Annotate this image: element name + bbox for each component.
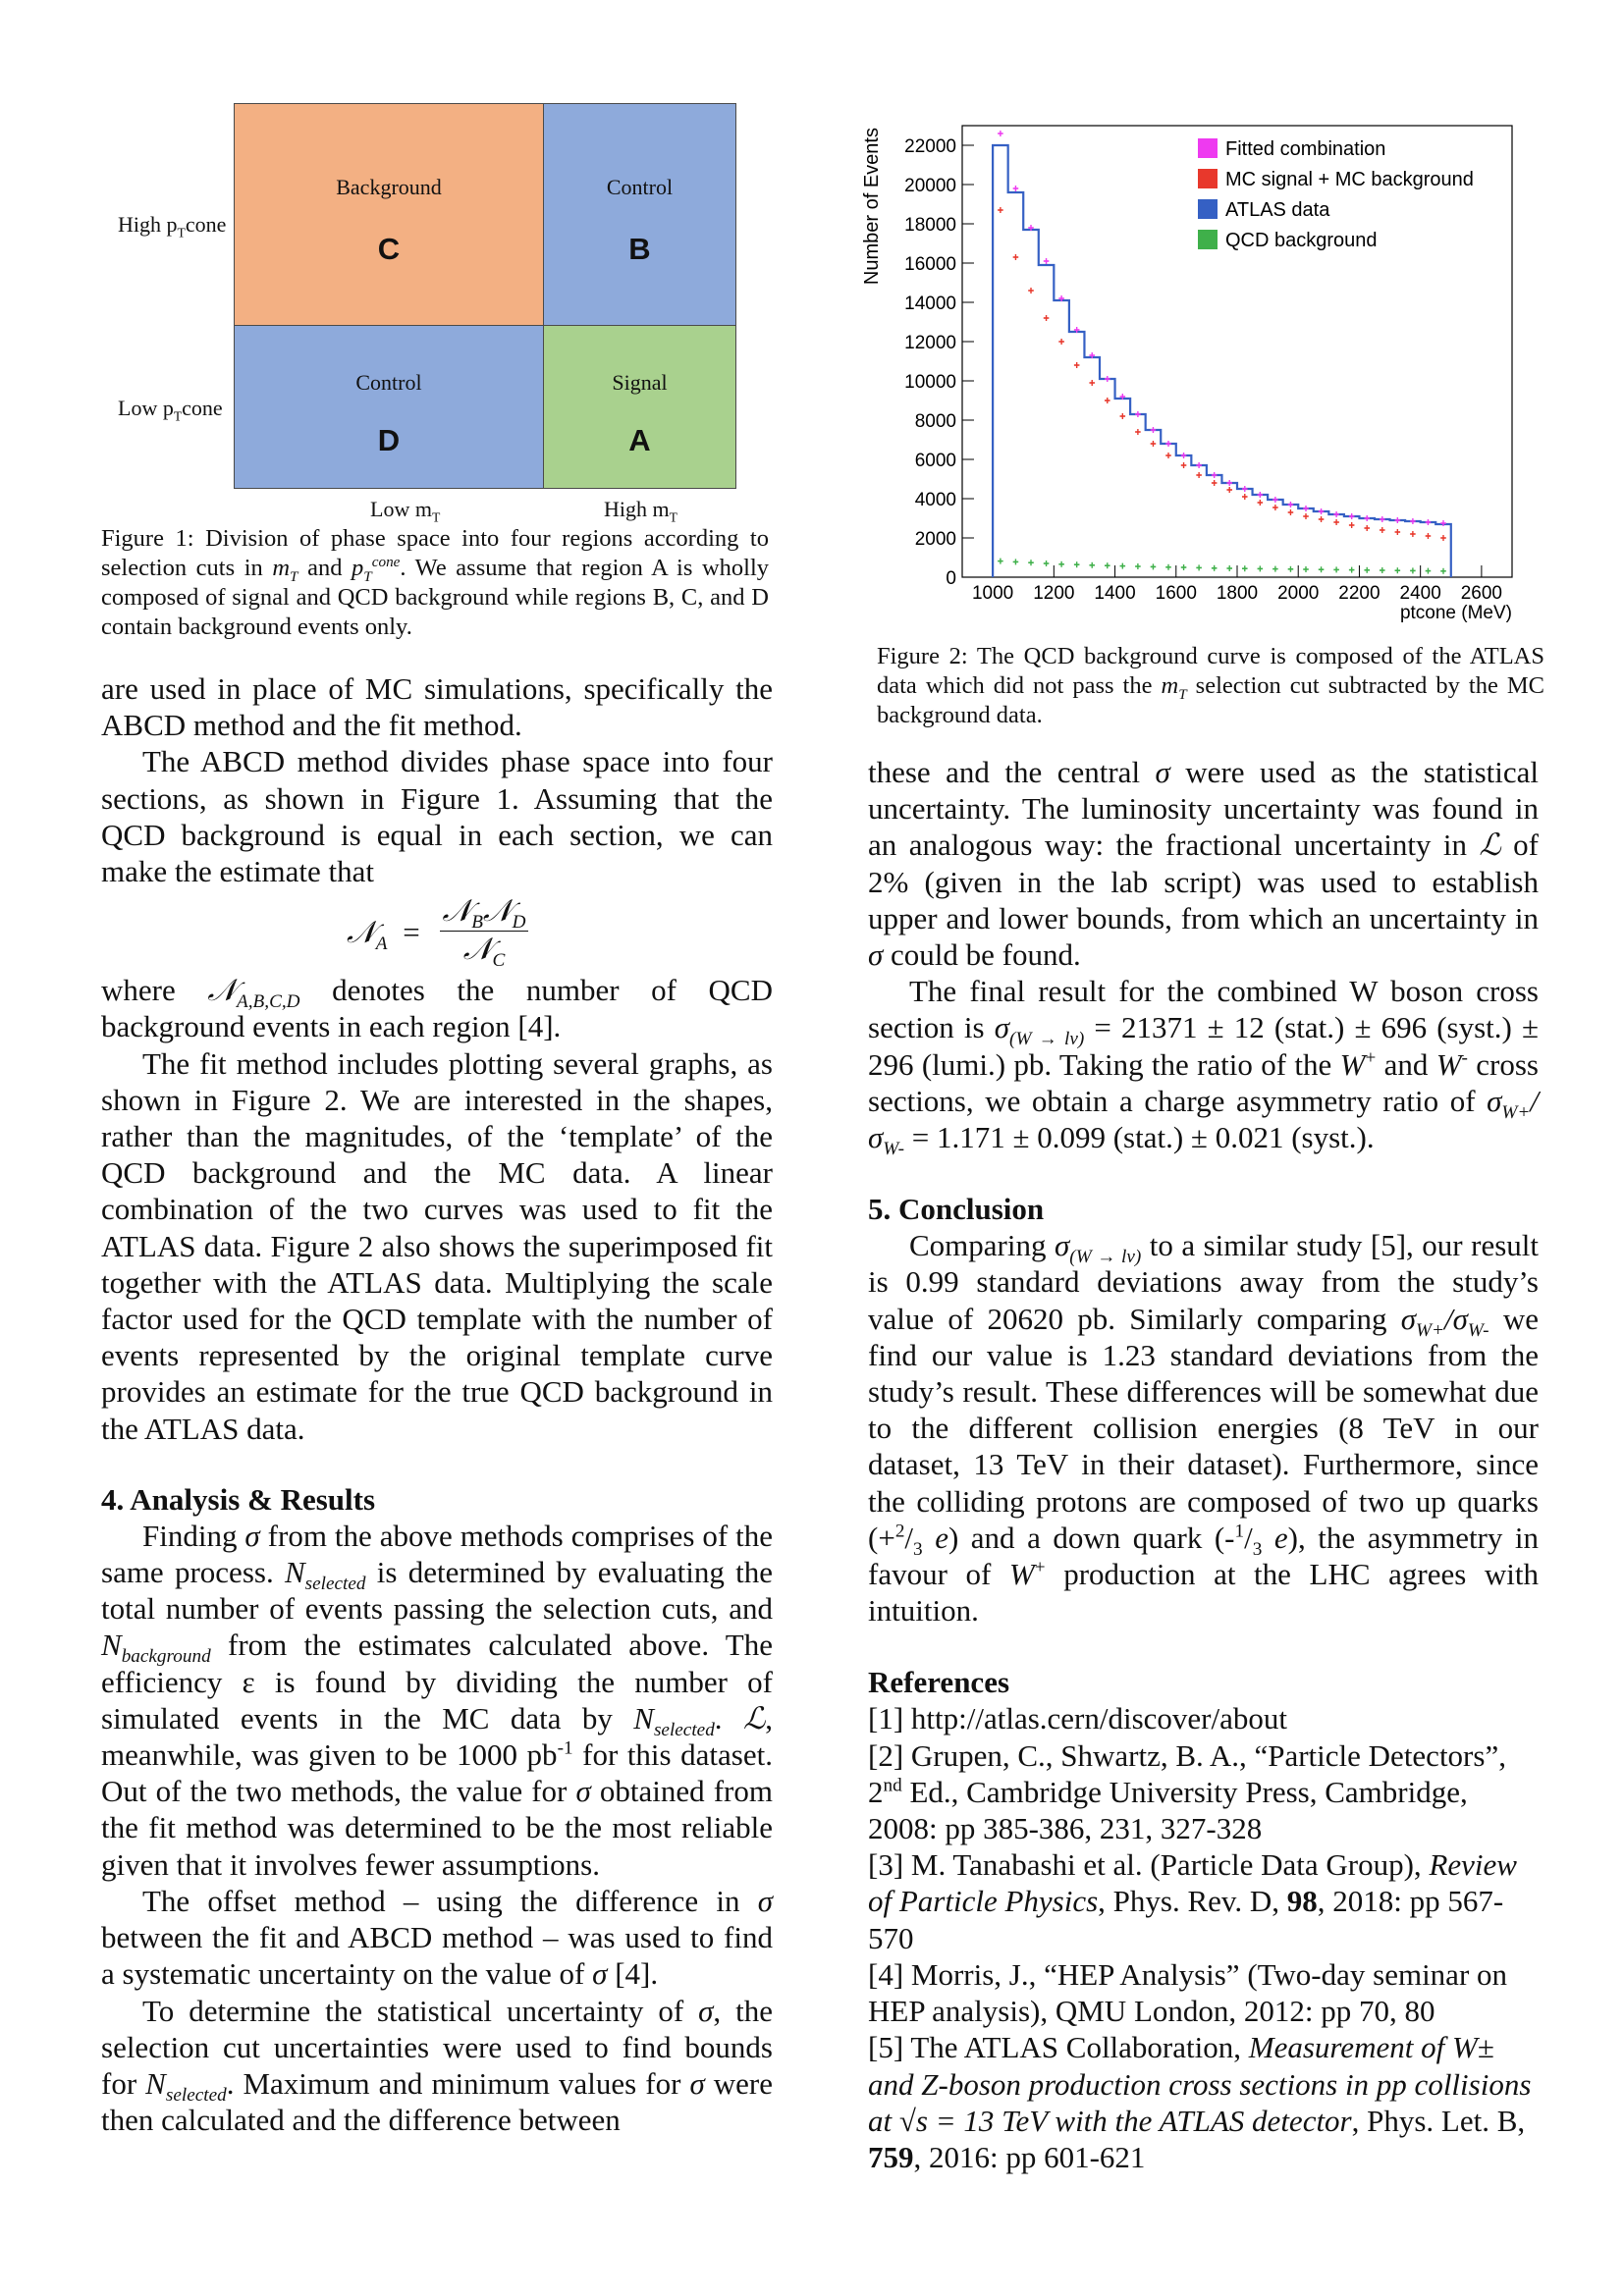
atlas-data-histogram bbox=[992, 143, 1452, 577]
y-axis-low-label: Low pTcone bbox=[118, 396, 223, 424]
figure-2-caption: Figure 2: The QCD background curve is co… bbox=[877, 643, 1545, 728]
region-a-letter: A bbox=[628, 423, 651, 457]
equation-abcd: 𝒩A = 𝒩B𝒩D 𝒩C bbox=[101, 889, 773, 972]
x-tick-label: 1600 bbox=[1156, 583, 1197, 604]
legend-swatch bbox=[1198, 169, 1218, 188]
x-tick-label: 1400 bbox=[1094, 583, 1135, 604]
region-c-label: Background bbox=[336, 175, 442, 199]
x-tick-label: 1000 bbox=[972, 583, 1013, 604]
paragraph-luminosity: these and the central σ were used as the… bbox=[868, 755, 1540, 973]
plot-frame bbox=[961, 125, 1513, 578]
y-axis-label: Number of Events bbox=[861, 128, 883, 285]
x-axis-high-label: High mT bbox=[604, 497, 677, 525]
section-heading-analysis: 4. Analysis & Results bbox=[101, 1481, 376, 1517]
right-column: these and the central σ were used as the… bbox=[868, 754, 1539, 2175]
region-d-letter: D bbox=[377, 423, 401, 457]
region-b-letter: B bbox=[628, 232, 651, 266]
figure-1-caption: Figure 1: Division of phase space into f… bbox=[101, 525, 770, 640]
paragraph-statistical-uncertainty: To determine the statistical uncertainty… bbox=[101, 1993, 773, 2138]
x-tick-label: 2600 bbox=[1461, 583, 1502, 604]
x-axis-low-label: Low mT bbox=[370, 497, 441, 525]
paragraph-where: where 𝒩A,B,C,D denotes the number of QCD… bbox=[101, 973, 773, 1044]
region-a-label: Signal bbox=[612, 370, 668, 395]
y-tick-label: 16000 bbox=[904, 254, 956, 275]
left-column: are used in place of MC simulations, spe… bbox=[101, 670, 773, 2138]
y-tick-label: 4000 bbox=[915, 490, 956, 510]
region-a: Signal A bbox=[543, 325, 736, 489]
paragraph-final-result: The final result for the combined W boso… bbox=[868, 974, 1539, 1160]
legend-label: MC signal + MC background bbox=[1225, 169, 1474, 190]
legend-label: ATLAS data bbox=[1225, 199, 1330, 221]
y-tick-label: 8000 bbox=[915, 411, 956, 432]
region-c-letter: C bbox=[377, 232, 401, 266]
region-d: Control D bbox=[234, 325, 544, 489]
y-tick-label: 10000 bbox=[904, 372, 956, 393]
legend-label: QCD background bbox=[1225, 230, 1378, 251]
x-tick-label: 1800 bbox=[1217, 583, 1258, 604]
region-c: Background C bbox=[234, 103, 544, 326]
paragraph-analysis: Finding σ from the above methods compris… bbox=[101, 1518, 774, 1882]
y-tick-label: 22000 bbox=[904, 136, 956, 157]
paragraph-abcd: The ABCD method divides phase space into… bbox=[101, 744, 773, 889]
y-tick-label: 14000 bbox=[904, 294, 956, 314]
legend-swatch bbox=[1198, 230, 1218, 249]
paragraph-conclusion: Comparing σ(W → lν) to a similar study [… bbox=[868, 1228, 1540, 1629]
y-tick-label: 2000 bbox=[915, 529, 956, 550]
x-tick-label: 2200 bbox=[1338, 583, 1380, 604]
region-b-label: Control bbox=[606, 175, 674, 199]
paragraph-offset-method: The offset method – using the difference… bbox=[101, 1883, 773, 1992]
x-tick-label: 2000 bbox=[1277, 583, 1319, 604]
region-d-label: Control bbox=[355, 370, 422, 395]
figure-2: 0 2000 4000 6000 8000 10000 12000 14000 16000 180… bbox=[854, 116, 1542, 636]
reference-2: [2] Grupen, C., Shwartz, B. A., “Particl… bbox=[868, 1737, 1506, 1846]
y-tick-label: 12000 bbox=[904, 333, 956, 353]
reference-5: [5] The ATLAS Collaboration, Measurement… bbox=[868, 2030, 1532, 2174]
reference-1: [1] http://atlas.cern/discover/about bbox=[868, 1701, 1287, 1736]
reference-4: [4] Morris, J., “HEP Analysis” (Two-day … bbox=[868, 1956, 1508, 2029]
x-tick-label: 2400 bbox=[1400, 583, 1441, 604]
y-tick-label: 20000 bbox=[904, 176, 956, 196]
x-tick-label: 1200 bbox=[1033, 583, 1074, 604]
legend-label: Fitted combination bbox=[1225, 138, 1385, 160]
region-b: Control B bbox=[543, 103, 736, 326]
y-tick-label: 18000 bbox=[904, 215, 956, 236]
x-axis-label: ptcone (MeV) bbox=[1400, 603, 1512, 623]
paragraph-intro: are used in place of MC simulations, spe… bbox=[101, 671, 773, 743]
y-axis-high-label: High pTcone bbox=[118, 212, 227, 240]
legend-swatch bbox=[1198, 138, 1218, 158]
y-tick-label: 6000 bbox=[915, 451, 956, 471]
legend-swatch bbox=[1198, 199, 1218, 219]
references-heading: References bbox=[868, 1665, 1010, 1700]
figure-1: Background C Control B Control D Signal … bbox=[98, 98, 785, 530]
ptcone-histogram-chart: 0 2000 4000 6000 8000 10000 12000 14000 16000 180… bbox=[861, 125, 1513, 623]
paragraph-fit-method: The fit method includes plotting several… bbox=[101, 1045, 773, 1446]
reference-3: [3] M. Tanabashi et al. (Particle Data G… bbox=[868, 1847, 1517, 1955]
y-tick-label: 0 bbox=[946, 568, 956, 589]
section-heading-conclusion: 5. Conclusion bbox=[868, 1192, 1045, 1227]
